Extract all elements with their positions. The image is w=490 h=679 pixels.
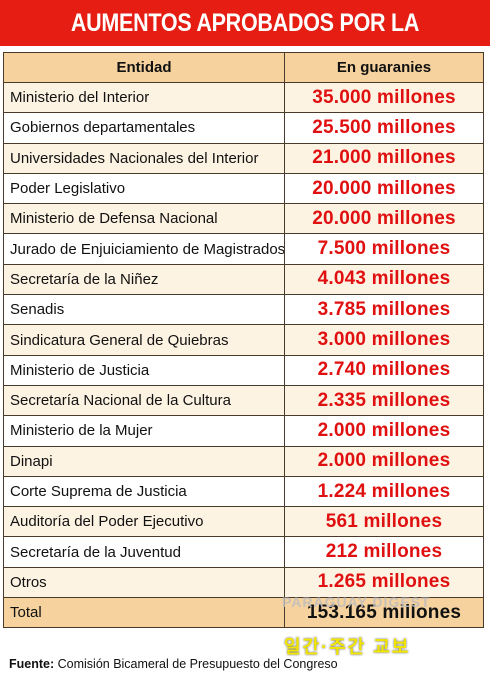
entity-amount: 1.265 millones: [284, 566, 484, 599]
entity-amount: 561 millones: [284, 506, 484, 538]
source-label: Fuente:: [9, 657, 55, 671]
entity-name: Otros: [3, 566, 285, 599]
total-amount: 153.165 millones: [284, 597, 484, 629]
table-row: Otros 1.265 millones: [3, 566, 484, 599]
column-header-entity: Entidad: [3, 52, 285, 83]
entity-name: Secretaría Nacional de la Cultura: [3, 384, 285, 417]
entity-name: Universidades Nacionales del Interior: [3, 142, 285, 174]
table-row: Poder Legislativo 20.000 millones: [3, 172, 484, 205]
entity-name: Jurado de Enjuiciamiento de Magistrados: [3, 233, 285, 265]
table-row: Ministerio de Justicia 2.740 millones: [3, 354, 484, 386]
table-row: Secretaría Nacional de la Cultura 2.335 m…: [3, 384, 484, 417]
total-label: Total: [3, 597, 285, 629]
table-row: Secretaría de la Niñez 4.043 millones: [3, 263, 484, 296]
entity-amount: 212 millones: [284, 536, 484, 568]
entity-amount: 7.500 millones: [284, 233, 484, 265]
entity-name: Poder Legislativo: [3, 172, 285, 205]
entity-name: Secretaría de la Juventud: [3, 536, 285, 568]
entity-amount: 2.000 millones: [284, 445, 484, 477]
entity-name: Senadis: [3, 294, 285, 326]
entity-amount: 1.224 millones: [284, 475, 484, 508]
table-row: Ministerio del Interior 35.000 millones: [3, 81, 484, 114]
entity-amount: 35.000 millones: [284, 81, 484, 114]
table-row: Ministerio de Defensa Nacional 20.000 mil…: [3, 203, 484, 235]
table-row: Sindicatura General de Quiebras 3.000 mil…: [3, 324, 484, 356]
entity-amount: 20.000 millones: [284, 172, 484, 205]
entity-amount: 4.043 millones: [284, 263, 484, 296]
table-row: Jurado de Enjuiciamiento de Magistrados 7…: [3, 233, 484, 265]
entity-name: Corte Suprema de Justicia: [3, 475, 285, 508]
source-text: Comisión Bicameral de Presupuesto del Co…: [57, 657, 338, 671]
entity-amount: 3.785 millones: [284, 294, 484, 326]
table-row: Ministerio de la Mujer 2.000 millones: [3, 415, 484, 447]
entity-name: Ministerio de Justicia: [3, 354, 285, 386]
entity-name: Secretaría de la Niñez: [3, 263, 285, 296]
entity-amount: 25.500 millones: [284, 112, 484, 144]
table-row: Dinapi 2.000 millones: [3, 445, 484, 477]
column-header-amount: En guaranies: [284, 52, 484, 83]
table-row: Universidades Nacionales del Interior 21.…: [3, 142, 484, 174]
table-row: Senadis 3.785 millones: [3, 294, 484, 326]
entity-amount: 21.000 millones: [284, 142, 484, 174]
total-row: Total 153.165 millones: [3, 597, 484, 629]
title-banner: AUMENTOS APROBADOS POR LA BICAMERAL: [0, 0, 490, 83]
entity-amount: 2.000 millones: [284, 415, 484, 447]
watermark-secondary: 일간·주간 교보: [284, 637, 411, 657]
budget-increases-table: Entidad En guaranies Ministerio del Inte…: [3, 52, 484, 629]
entity-amount: 20.000 millones: [284, 203, 484, 235]
entity-amount: 3.000 millones: [284, 324, 484, 356]
table-row: Corte Suprema de Justicia 1.224 millones: [3, 475, 484, 508]
entity-name: Dinapi: [3, 445, 285, 477]
table-header-row: Entidad En guaranies: [3, 52, 484, 83]
table-row: Gobiernos departamentales 25.500 millones: [3, 112, 484, 144]
entity-amount: 2.335 millones: [284, 384, 484, 417]
table-row: Auditoría del Poder Ejecutivo 561 millone…: [3, 506, 484, 538]
entity-amount: 2.740 millones: [284, 354, 484, 386]
entity-name: Gobiernos departamentales: [3, 112, 285, 144]
source-note: Fuente: Comisión Bicameral de Presupuest…: [9, 657, 338, 671]
watermark-primary: PARAGUAY DIGEST: [282, 594, 431, 610]
table-row: Secretaría de la Juventud 212 millones: [3, 536, 484, 568]
entity-name: Sindicatura General de Quiebras: [3, 324, 285, 356]
entity-name: Ministerio del Interior: [3, 81, 285, 114]
entity-name: Ministerio de Defensa Nacional: [3, 203, 285, 235]
entity-name: Auditoría del Poder Ejecutivo: [3, 506, 285, 538]
entity-name: Ministerio de la Mujer: [3, 415, 285, 447]
